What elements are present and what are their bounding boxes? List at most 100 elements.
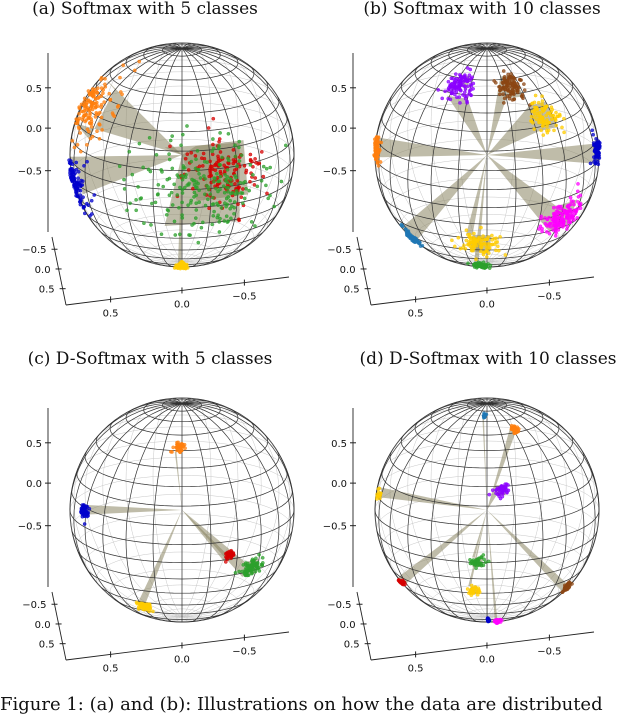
data-point <box>236 217 241 222</box>
data-point <box>215 160 219 165</box>
data-point <box>96 96 100 100</box>
data-point <box>497 488 502 492</box>
data-point <box>545 217 550 222</box>
data-point <box>218 131 222 135</box>
data-point <box>562 116 566 121</box>
data-point <box>490 233 494 238</box>
data-point <box>98 110 102 115</box>
data-point <box>211 116 216 121</box>
data-point <box>565 224 570 228</box>
data-point <box>223 560 228 564</box>
data-point <box>468 78 472 83</box>
series-6 <box>399 222 425 248</box>
data-point <box>568 202 573 207</box>
data-point <box>471 561 475 565</box>
class-cone-5 <box>177 155 187 267</box>
data-point <box>475 590 480 595</box>
data-point <box>567 582 571 587</box>
data-point <box>186 168 191 172</box>
data-point <box>180 191 185 195</box>
data-point <box>107 91 112 96</box>
data-point <box>481 234 485 238</box>
data-point <box>241 563 246 567</box>
wireframe-front <box>69 398 295 623</box>
data-point <box>226 219 230 224</box>
data-point <box>134 208 138 213</box>
data-point <box>251 164 255 169</box>
data-point <box>207 206 211 211</box>
data-point <box>466 84 470 89</box>
data-point <box>90 107 95 112</box>
data-point <box>497 92 502 97</box>
z-tick-label: −0.5 <box>323 522 347 533</box>
data-point <box>99 86 104 90</box>
data-point <box>500 87 505 91</box>
data-point <box>147 609 151 614</box>
data-point <box>228 176 232 181</box>
data-point <box>538 117 542 121</box>
data-point <box>210 149 214 154</box>
y-tick-label: 0.5 <box>344 285 360 296</box>
data-point <box>510 91 515 95</box>
data-point <box>84 504 89 509</box>
data-point <box>237 139 242 144</box>
data-point <box>212 209 216 214</box>
data-point <box>73 171 78 175</box>
data-point <box>467 89 472 93</box>
data-point <box>99 105 103 109</box>
data-point <box>202 192 207 197</box>
data-point <box>172 219 177 224</box>
data-point <box>495 244 500 249</box>
data-point <box>243 561 248 565</box>
data-point <box>85 127 90 132</box>
data-point <box>460 75 465 80</box>
data-point <box>127 149 132 154</box>
data-point <box>77 112 81 116</box>
data-point <box>92 193 97 197</box>
data-point <box>502 488 507 493</box>
data-point <box>99 94 104 98</box>
data-point <box>224 214 229 218</box>
data-point <box>450 238 454 243</box>
z-tick-label: −0.5 <box>18 522 42 533</box>
data-point <box>560 216 565 221</box>
data-point <box>117 164 122 169</box>
data-point <box>194 193 198 198</box>
data-point <box>79 183 83 188</box>
data-point <box>183 156 188 161</box>
y-tick-label: 0.5 <box>39 285 55 296</box>
data-point <box>175 448 179 453</box>
data-point <box>94 105 98 109</box>
data-point <box>454 90 459 94</box>
data-point <box>253 224 257 228</box>
series-1 <box>436 66 476 105</box>
data-point <box>593 161 598 166</box>
series-5 <box>588 128 602 167</box>
z-tick-label: 0.0 <box>331 479 347 490</box>
x-tick-label: −0.5 <box>232 647 256 658</box>
y-tick-label: 0.5 <box>344 640 360 651</box>
data-point <box>226 158 231 163</box>
wireframe-front <box>374 398 600 623</box>
data-point <box>474 566 478 570</box>
data-point <box>78 188 83 193</box>
data-point <box>217 144 221 148</box>
data-point <box>218 150 223 154</box>
data-point <box>197 164 202 169</box>
data-point <box>538 113 543 118</box>
data-point <box>417 240 422 245</box>
data-point <box>236 202 240 206</box>
data-point <box>83 211 87 216</box>
data-point <box>111 113 115 117</box>
data-point <box>568 207 573 212</box>
data-point <box>247 188 251 193</box>
data-point <box>515 82 520 86</box>
data-point <box>197 200 201 204</box>
data-point <box>459 83 464 87</box>
data-point <box>473 585 478 589</box>
scatter-points <box>79 440 265 614</box>
data-point <box>449 91 454 96</box>
data-point <box>501 69 506 73</box>
data-point <box>540 102 544 107</box>
data-point <box>108 98 112 102</box>
